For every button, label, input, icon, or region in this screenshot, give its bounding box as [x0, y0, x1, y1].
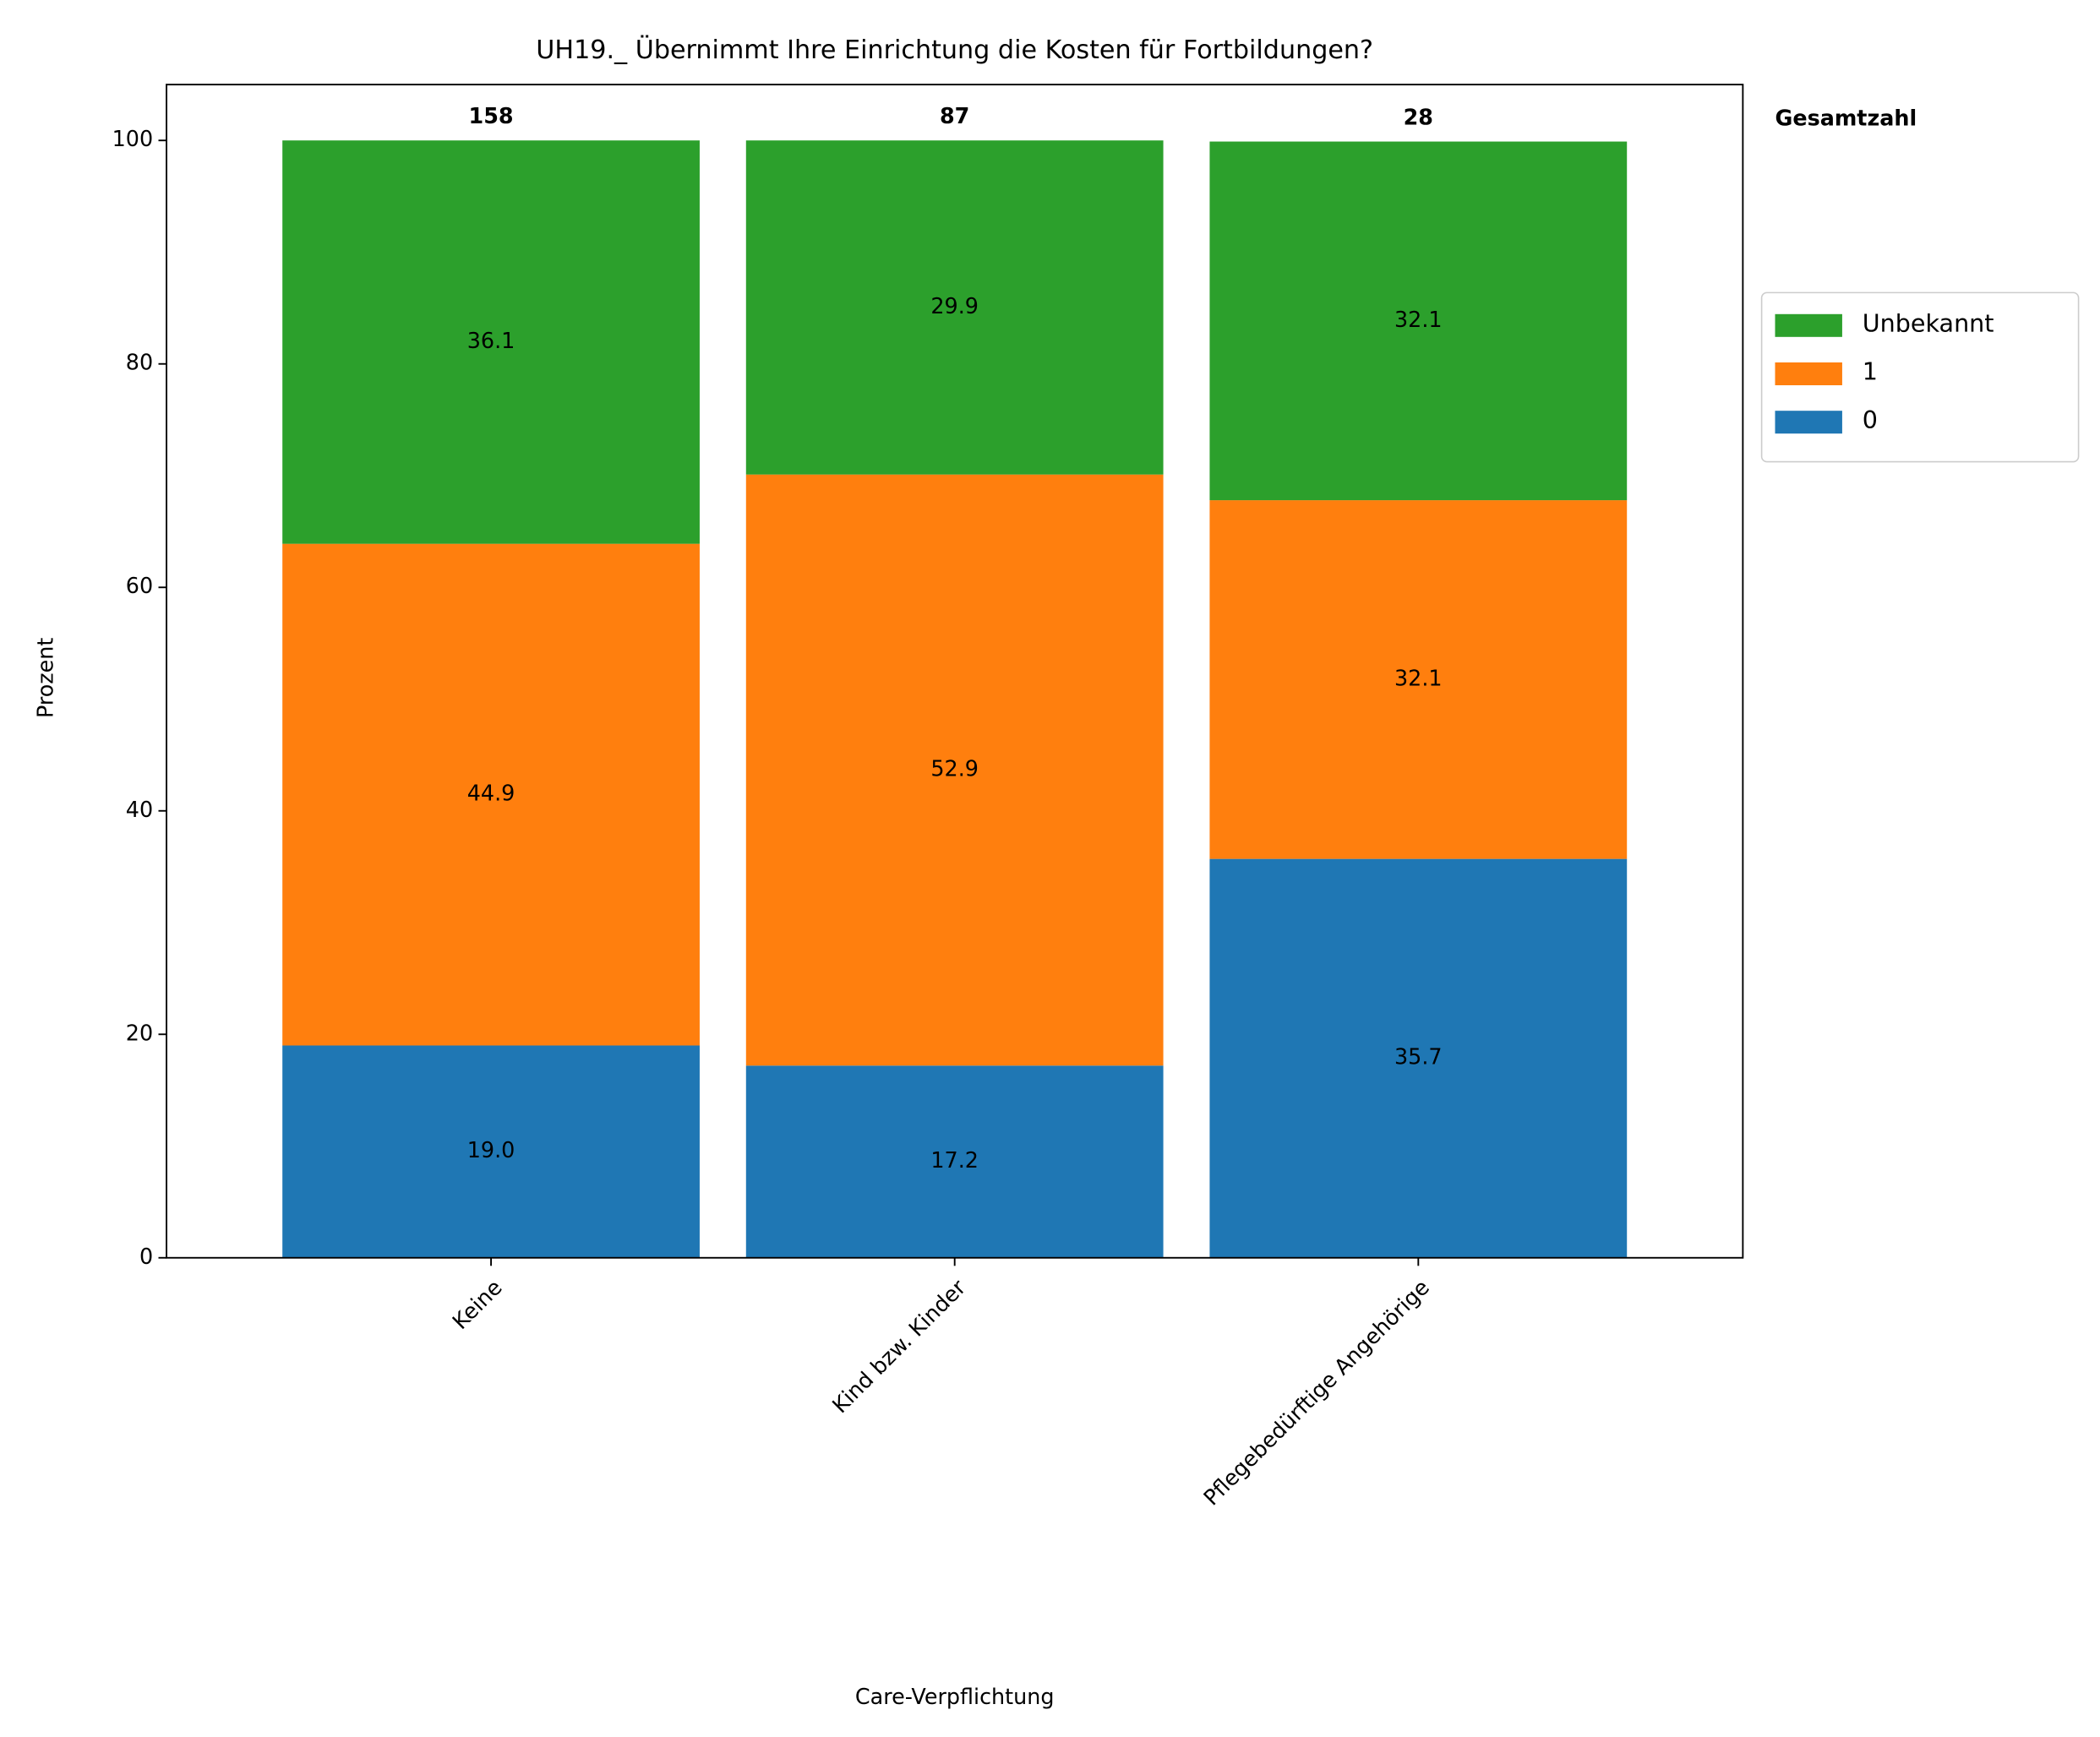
value-label: 29.9: [930, 293, 979, 319]
y-tick-label: 0: [139, 1244, 153, 1269]
legend-label: 1: [1863, 357, 1878, 386]
x-tick-label: Pflegebedürftige Angehörige: [1198, 1275, 1434, 1511]
value-label: 32.1: [1394, 665, 1443, 690]
bar-segment: [745, 1065, 1164, 1258]
y-tick-label: 60: [126, 573, 153, 598]
totals-title: Gesamtzahl: [1775, 105, 1917, 130]
legend-swatch: [1775, 313, 1842, 337]
y-tick-label: 80: [126, 350, 153, 375]
bar-segment: [282, 543, 700, 1046]
bar-segment: [745, 474, 1164, 1066]
x-axis-label: Care-Verpflichtung: [855, 1684, 1055, 1709]
legend-label: 0: [1863, 406, 1878, 434]
legend-label: Unbekannt: [1863, 309, 1994, 338]
value-label: 52.9: [930, 755, 979, 781]
bar-segment: [1209, 858, 1628, 1258]
chart-title: UH19._ Übernimmt Ihre Einrichtung die Ko…: [536, 34, 1373, 65]
x-tick-label: Kind bzw. Kinder: [827, 1274, 971, 1418]
y-tick-label: 100: [112, 126, 154, 151]
total-label: 158: [469, 103, 514, 128]
value-label: 36.1: [467, 328, 515, 353]
value-label: 32.1: [1394, 307, 1443, 332]
total-label: 28: [1404, 105, 1433, 130]
value-label: 17.2: [930, 1147, 979, 1173]
value-label: 19.0: [467, 1137, 515, 1163]
total-label: 87: [940, 103, 969, 128]
plot-frame: [166, 84, 1744, 1259]
bar-segment: [282, 140, 700, 544]
legend-swatch: [1775, 362, 1842, 386]
bar-segment: [1209, 141, 1628, 501]
x-tick-label: Keine: [447, 1275, 507, 1335]
legend-swatch: [1775, 411, 1842, 434]
value-label: 44.9: [467, 781, 515, 806]
bar-segment: [745, 140, 1164, 475]
bar-segment: [1209, 500, 1628, 859]
value-label: 35.7: [1394, 1044, 1443, 1070]
y-tick-label: 40: [126, 797, 153, 822]
y-tick-label: 20: [126, 1020, 153, 1045]
bar-segment: [282, 1045, 700, 1258]
y-axis-label: Prozent: [33, 638, 58, 718]
